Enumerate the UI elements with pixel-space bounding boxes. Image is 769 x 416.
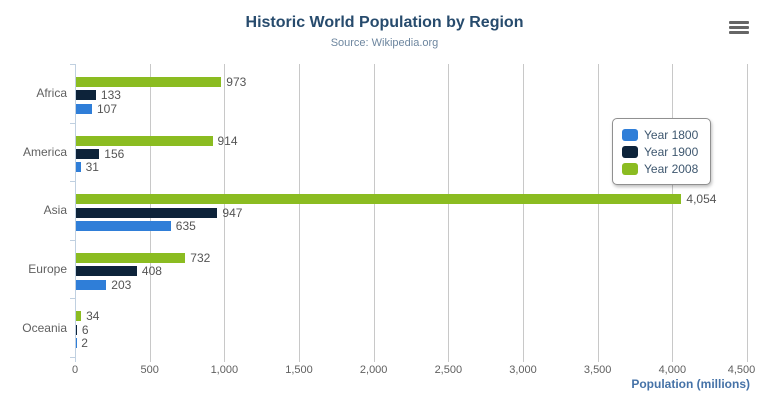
chart-subtitle: Source: Wikipedia.org bbox=[330, 37, 439, 49]
bar-data-label: 133 bbox=[100, 88, 121, 103]
y-axis-tick bbox=[70, 122, 75, 124]
bar-year-1900-asia[interactable] bbox=[76, 207, 218, 218]
bar-year-2008-oceania[interactable] bbox=[76, 311, 82, 322]
legend-item-year-2008[interactable]: Year 2008 bbox=[622, 160, 698, 177]
bar-data-label: 732 bbox=[190, 250, 211, 265]
x-axis-tick-label: 1,000 bbox=[210, 364, 239, 376]
x-axis-title: Population (millions) bbox=[631, 377, 750, 391]
bar-year-2008-america[interactable] bbox=[76, 135, 213, 146]
bar-data-label: 34 bbox=[86, 309, 100, 324]
y-axis-tick bbox=[70, 239, 75, 241]
bar-year-1800-africa[interactable] bbox=[76, 103, 92, 114]
bar-data-label: 156 bbox=[104, 146, 125, 161]
bar-data-label: 914 bbox=[217, 133, 238, 148]
legend-item-label: Year 1800 bbox=[644, 127, 699, 142]
gridline bbox=[224, 64, 226, 362]
gridline bbox=[448, 64, 450, 362]
bar-data-label: 203 bbox=[111, 277, 132, 292]
bar-year-1900-africa[interactable] bbox=[76, 90, 96, 101]
y-axis-tick bbox=[70, 298, 75, 300]
menu-bar bbox=[729, 31, 749, 34]
legend-item-label: Year 2008 bbox=[644, 161, 699, 176]
bar-year-2008-africa[interactable] bbox=[76, 76, 222, 87]
menu-bar bbox=[729, 26, 749, 29]
legend-item-label: Year 1900 bbox=[644, 144, 699, 159]
x-axis-tick-label: 2,500 bbox=[434, 364, 463, 376]
bar-year-1900-america[interactable] bbox=[76, 148, 100, 159]
bar-data-label: 107 bbox=[97, 101, 118, 116]
gridline bbox=[523, 64, 524, 362]
export-menu-icon[interactable] bbox=[729, 21, 749, 34]
legend-item-year-1900[interactable]: Year 1900 bbox=[622, 143, 698, 160]
chart-title: Historic World Population by Region bbox=[245, 14, 524, 31]
category-label: Africa bbox=[36, 86, 67, 101]
x-axis-tick-label: 1,500 bbox=[285, 364, 313, 376]
gridline bbox=[597, 64, 599, 362]
bar-data-label: 973 bbox=[226, 74, 247, 89]
y-axis-tick bbox=[70, 181, 75, 183]
bar-data-label: 6 bbox=[81, 322, 89, 337]
bar-data-label: 635 bbox=[175, 219, 196, 233]
bar-data-label: 2 bbox=[81, 336, 88, 351]
gridline bbox=[747, 64, 748, 362]
bar-year-2008-asia[interactable] bbox=[76, 194, 682, 205]
legend-swatch bbox=[622, 145, 638, 158]
gridline bbox=[299, 64, 300, 362]
x-axis-tick-label: 3,500 bbox=[583, 364, 612, 376]
bar-year-1800-europe[interactable] bbox=[76, 279, 107, 290]
legend: Year 1800 Year 1900 Year 2008 bbox=[612, 118, 712, 185]
category-label: Oceania bbox=[22, 320, 67, 335]
legend-swatch bbox=[622, 162, 638, 175]
x-axis-tick-label: 2,000 bbox=[359, 364, 388, 376]
bar-data-label: 31 bbox=[85, 160, 99, 175]
bar-data-label: 408 bbox=[141, 264, 162, 279]
gridline bbox=[672, 64, 674, 362]
y-axis-tick bbox=[70, 64, 75, 65]
menu-bar bbox=[729, 21, 749, 24]
category-label: Asia bbox=[43, 203, 67, 218]
bar-year-1800-asia[interactable] bbox=[76, 221, 171, 231]
legend-swatch bbox=[622, 128, 638, 141]
x-axis-tick-label: 4,000 bbox=[658, 364, 687, 376]
bar-data-label: 947 bbox=[222, 205, 243, 220]
gridline bbox=[373, 64, 375, 362]
bar-year-1800-america[interactable] bbox=[76, 162, 81, 173]
legend-item-year-1800[interactable]: Year 1800 bbox=[622, 126, 698, 143]
bar-year-1900-oceania[interactable] bbox=[76, 324, 77, 335]
y-axis-tick bbox=[70, 357, 75, 358]
x-axis-tick-label: 4,500 bbox=[727, 364, 756, 376]
y-axis-line bbox=[75, 64, 76, 362]
bar-data-label: 4,054 bbox=[686, 192, 717, 207]
x-axis-tick-label: 500 bbox=[140, 364, 159, 376]
category-label: America bbox=[22, 144, 67, 159]
x-axis-tick-label: 3,000 bbox=[509, 364, 537, 376]
category-label: Europe bbox=[28, 262, 67, 277]
bar-year-2008-europe[interactable] bbox=[76, 252, 186, 263]
x-axis-tick-label: 0 bbox=[71, 364, 79, 376]
bar-year-1900-europe[interactable] bbox=[76, 266, 137, 277]
